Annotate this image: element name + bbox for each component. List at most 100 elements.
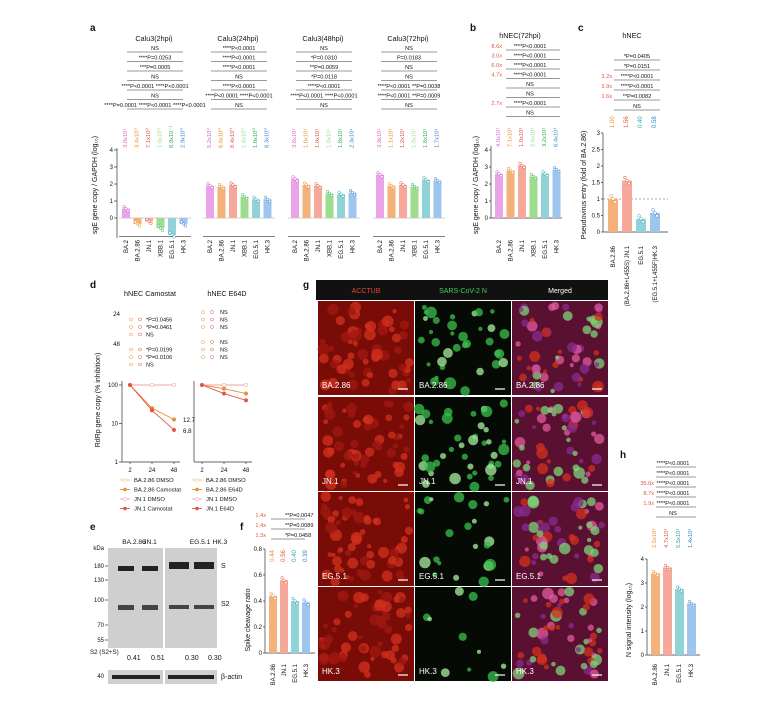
pvalue-f: *P=0.0458 [285, 533, 311, 539]
data-point [302, 598, 306, 602]
fold-c: 1.6x [601, 94, 612, 100]
data-point [293, 177, 297, 181]
cell-blob [398, 657, 407, 666]
data-point [552, 166, 557, 170]
legend-entry-d: JN.1 Camostat [134, 507, 173, 513]
cell-blob [452, 343, 461, 352]
cell-blob [524, 404, 533, 413]
data-point [124, 207, 128, 211]
p-marker [210, 340, 214, 344]
pvalue-h: ****P<0.0001 [657, 461, 690, 467]
bar-a [314, 185, 322, 218]
cell-blob [404, 606, 412, 614]
cell-blob [522, 463, 531, 472]
pvalue-d: NS [146, 363, 154, 369]
cell-blob [330, 577, 340, 587]
p-marker [138, 325, 142, 329]
value-label-c: 1.00 [610, 116, 616, 128]
panel-letter-a: a [90, 23, 96, 34]
pvalue-c: ****P<0.0001 [621, 84, 654, 90]
pvalue-a: ****P<0.0001 ****P<0.0001 [205, 94, 272, 100]
cell-blob [512, 459, 521, 468]
cell-blob [557, 603, 562, 608]
pvalue-d: NS [220, 355, 228, 361]
bar-b [529, 176, 538, 218]
data-point [663, 563, 668, 567]
cell-blob [480, 405, 493, 418]
series-point-d [171, 382, 177, 388]
cell-blob [332, 510, 339, 517]
tick-c: 1.5 [592, 181, 601, 187]
bar-b [552, 169, 561, 218]
cell-blob [578, 458, 584, 464]
cell-blob [383, 478, 388, 484]
data-point [271, 594, 275, 598]
cell-blob [458, 632, 467, 641]
cell-blob [322, 435, 334, 446]
fold-b: 4.7x [491, 73, 502, 79]
cell-blob [494, 350, 502, 358]
cell-blob [327, 401, 333, 408]
cell-blob [422, 480, 430, 488]
data-point [677, 587, 682, 591]
panel-c-title: hNEC [622, 31, 641, 40]
cell-blob [593, 540, 601, 548]
cell-blob [372, 518, 379, 524]
panel-letter-e: e [90, 522, 96, 533]
pvalue-c: **P=0.0082 [623, 94, 651, 100]
p-marker [201, 347, 205, 352]
cell-blob [338, 495, 343, 501]
cell-blob [498, 357, 509, 368]
cell-blob [448, 446, 455, 453]
cell-blob [317, 343, 330, 356]
ylabel-a: sgE gene copy / GAPDH (log₁₀) [92, 136, 99, 234]
cell-blob [334, 564, 343, 573]
category-label-b: HK.3 [555, 239, 561, 253]
row-label-g: EG.5.1 [419, 572, 444, 581]
cell-blob [387, 556, 397, 565]
cell-blob [343, 595, 348, 600]
cell-blob [344, 610, 352, 618]
cell-blob [490, 309, 495, 314]
cell-blob [577, 382, 582, 387]
cell-blob [483, 501, 490, 507]
cell-blob [596, 627, 602, 634]
cell-blob [590, 525, 600, 536]
data-point [156, 224, 161, 228]
tick-c: 0.5 [592, 214, 601, 220]
pvalue-a: NS [151, 75, 159, 81]
cell-blob [531, 424, 537, 430]
legend-entry-d: BA.2.86 DMSO [134, 478, 174, 484]
cell-blob [383, 400, 391, 408]
cell-blob [385, 650, 396, 661]
cell-blob [566, 437, 571, 443]
p-marker [201, 355, 205, 359]
pvalue-b: ****P<0.0001 [514, 73, 547, 79]
fold-f: 1.4x [255, 523, 266, 529]
data-point [531, 174, 536, 178]
row-label-g: JN.1 [419, 477, 436, 486]
data-point [609, 194, 613, 198]
fold-b: 3.0x [491, 54, 502, 60]
cell-blob [432, 572, 438, 578]
cell-blob [591, 431, 597, 437]
data-point [401, 183, 405, 187]
cell-blob [551, 411, 557, 417]
bar-a [133, 218, 142, 224]
value-label-a: 3.0x10¹ [123, 129, 129, 148]
cell-blob [579, 363, 590, 374]
cell-blob [558, 542, 571, 555]
cell-blob [581, 476, 589, 484]
cell-blob [353, 459, 360, 466]
cell-blob [534, 384, 543, 392]
cell-blob [547, 407, 554, 413]
legend-marker [123, 478, 127, 482]
tick-a: 3 [110, 165, 114, 171]
data-point [219, 185, 224, 189]
cell-blob [391, 644, 400, 652]
xtick-d: 48 [171, 468, 178, 474]
cell-blob [562, 303, 570, 311]
value-label-a: 1.0x10⁰ [157, 128, 164, 148]
bar-b [541, 173, 549, 218]
cell-blob [359, 529, 366, 535]
